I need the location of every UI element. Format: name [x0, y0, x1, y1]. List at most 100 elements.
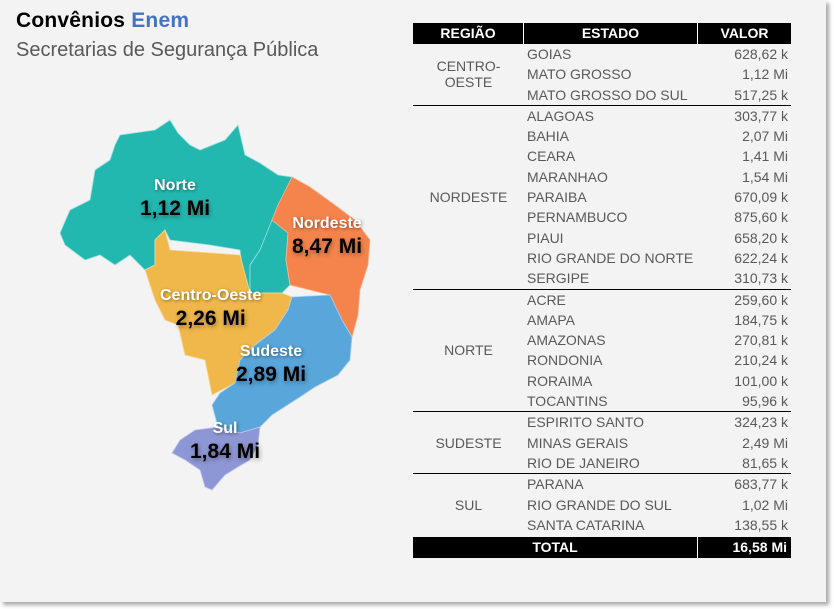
estado-cell: RONDONIA [527, 352, 603, 369]
table-row[interactable]: RORAIMA 101,00 k [524, 371, 791, 391]
region-cell: SUL [454, 496, 483, 513]
table-row[interactable]: MARANHAO 1,54 Mi [524, 167, 791, 187]
estado-cell: RORAIMA [527, 372, 593, 389]
table-row[interactable]: MATO GROSSO 1,12 Mi [524, 64, 791, 84]
estado-cell: AMAZONAS [527, 332, 606, 349]
table-group-sudeste: SUDESTE ESPIRITO SANTO 324,23 k MINAS GER… [413, 412, 791, 475]
table-row[interactable]: BAHIA 2,07 Mi [524, 126, 791, 146]
table-header: REGIÃO ESTADO VALOR [413, 23, 791, 44]
table-group-nordeste: NORDESTE ALAGOAS 303,77 k BAHIA 2,07 Mi CE… [413, 106, 791, 290]
table-row[interactable]: MINAS GERAIS 2,49 Mi [524, 433, 791, 453]
valor-cell: 210,24 k [734, 352, 788, 369]
estado-cell: ACRE [527, 291, 566, 308]
column-header-valor[interactable]: VALOR [720, 25, 769, 41]
valor-cell: 324,23 k [734, 414, 788, 431]
estado-cell: MINAS GERAIS [527, 434, 629, 451]
table-row[interactable]: PERNAMBUCO 875,60 k [524, 207, 791, 227]
page-title: Convênios Enem [16, 9, 189, 33]
table-row[interactable]: PARANA 683,77 k [524, 474, 791, 494]
column-header-estado[interactable]: ESTADO [524, 23, 698, 44]
estado-cell: PIAUI [527, 229, 564, 246]
valor-cell: 1,54 Mi [742, 168, 788, 185]
table-row[interactable]: RONDONIA 210,24 k [524, 350, 791, 370]
table-row[interactable]: RIO GRANDE DO NORTE 622,24 k [524, 248, 791, 268]
region-cell: SUDESTE [435, 434, 502, 451]
page-subtitle: Secretarias de Segurança Pública [16, 39, 319, 61]
estado-cell: SERGIPE [527, 270, 590, 287]
region-cell: NORTE [444, 342, 493, 359]
table-row[interactable]: ACRE 259,60 k [524, 290, 791, 310]
estado-cell: ESPIRITO SANTO [527, 414, 644, 431]
valor-cell: 184,75 k [734, 311, 788, 328]
estado-cell: RIO GRANDE DO SUL [527, 496, 672, 513]
table-row[interactable]: RIO DE JANEIRO 81,65 k [524, 453, 791, 473]
estado-cell: PERNAMBUCO [527, 209, 628, 226]
valor-cell: 259,60 k [734, 291, 788, 308]
table-row[interactable]: GOIAS 628,62 k [524, 44, 791, 64]
valor-cell: 683,77 k [734, 476, 788, 493]
total-value: 16,58 Mi [732, 539, 787, 556]
valor-cell: 1,41 Mi [742, 148, 788, 165]
table-row[interactable]: SERGIPE 310,73 k [524, 268, 791, 288]
estado-cell: PARAIBA [527, 189, 587, 206]
map-label-sudeste: Sudeste 2,89 Mi [236, 343, 307, 386]
table-row[interactable]: PARAIBA 670,09 k [524, 187, 791, 207]
region-state-table: REGIÃO ESTADO VALOR CENTRO-OESTE GOIAS 62… [413, 23, 791, 559]
region-cell: CENTRO-OESTE [436, 58, 501, 91]
estado-cell: RIO GRANDE DO NORTE [527, 249, 694, 266]
estado-cell: AMAPA [527, 311, 575, 328]
table-row[interactable]: PIAUI 658,20 k [524, 228, 791, 248]
valor-cell: 622,24 k [734, 249, 788, 266]
estado-cell: RIO DE JANEIRO [527, 454, 640, 471]
map-label-norte: Norte 1,12 Mi [140, 177, 211, 220]
valor-cell: 670,09 k [734, 189, 788, 206]
estado-cell: MARANHAO [527, 168, 608, 185]
valor-cell: 310,73 k [734, 270, 788, 287]
valor-cell: 270,81 k [734, 332, 788, 349]
valor-cell: 101,00 k [734, 372, 788, 389]
valor-cell: 81,65 k [742, 454, 788, 471]
region-cell: NORDESTE [429, 189, 508, 206]
table-row[interactable]: TOCANTINS 95,96 k [524, 391, 791, 411]
valor-cell: 138,55 k [734, 516, 788, 533]
table-total-row: TOTAL 16,58 Mi [413, 537, 791, 559]
brazil-region-map: Norte 1,12 Mi Nordeste 8,47 Mi Centro-Oe… [60, 115, 410, 495]
estado-cell: MATO GROSSO DO SUL [527, 86, 688, 103]
valor-cell: 658,20 k [734, 229, 788, 246]
table-row[interactable]: AMAPA 184,75 k [524, 310, 791, 330]
table-group-centro-oeste: CENTRO-OESTE GOIAS 628,62 k MATO GROSSO 1,… [413, 44, 791, 106]
brazil-map-shape [60, 119, 371, 491]
valor-cell: 875,60 k [734, 209, 788, 226]
total-label: TOTAL [413, 537, 698, 559]
estado-cell: PARANA [527, 476, 584, 493]
region-sul-shape[interactable] [171, 426, 261, 491]
table-row[interactable]: ESPIRITO SANTO 324,23 k [524, 412, 791, 432]
map-label-sul: Sul 1,84 Mi [190, 420, 261, 463]
table-group-norte: NORTE ACRE 259,60 k AMAPA 184,75 k AMAZONA… [413, 290, 791, 413]
table-row[interactable]: CEARA 1,41 Mi [524, 146, 791, 166]
valor-cell: 303,77 k [734, 107, 788, 124]
estado-cell: GOIAS [527, 46, 572, 62]
title-main: Convênios [16, 9, 126, 32]
valor-cell: 1,02 Mi [742, 496, 788, 513]
valor-cell: 1,12 Mi [742, 66, 788, 83]
estado-cell: ALAGOAS [527, 107, 594, 124]
report-card: Convênios Enem Secretarias de Segurança … [0, 0, 826, 602]
estado-cell: CEARA [527, 148, 576, 165]
valor-cell: 517,25 k [734, 86, 788, 103]
table-row[interactable]: ALAGOAS 303,77 k [524, 106, 791, 126]
table-row[interactable]: SANTA CATARINA 138,55 k [524, 515, 791, 535]
valor-cell: 2,07 Mi [742, 128, 788, 145]
table-row[interactable]: MATO GROSSO DO SUL 517,25 k [524, 85, 791, 105]
table-row[interactable]: AMAZONAS 270,81 k [524, 330, 791, 350]
estado-cell: BAHIA [527, 128, 570, 145]
valor-cell: 628,62 k [734, 46, 788, 62]
table-group-sul: SUL PARANA 683,77 k RIO GRANDE DO SUL 1,02… [413, 474, 791, 535]
valor-cell: 2,49 Mi [742, 434, 788, 451]
estado-cell: SANTA CATARINA [527, 516, 645, 533]
column-header-regiao[interactable]: REGIÃO [413, 23, 524, 44]
title-accent: Enem [131, 9, 190, 32]
table-row[interactable]: RIO GRANDE DO SUL 1,02 Mi [524, 495, 791, 515]
map-label-nordeste: Nordeste 8,47 Mi [292, 215, 363, 258]
estado-cell: MATO GROSSO [527, 66, 632, 83]
